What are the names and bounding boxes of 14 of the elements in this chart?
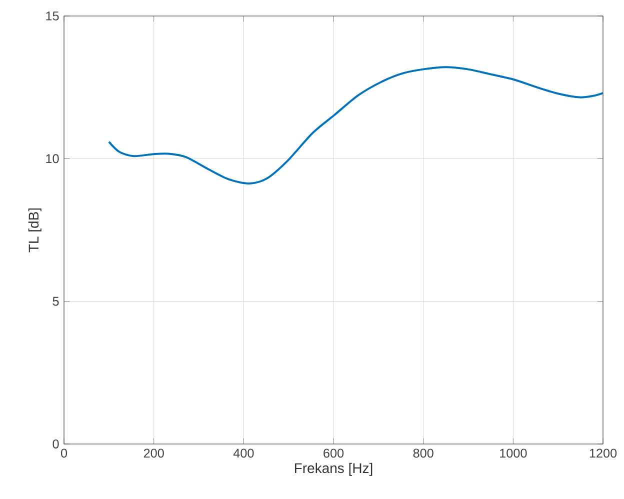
x-axis-title: Frekans [Hz] <box>294 462 372 476</box>
x-tick-label: 200 <box>144 448 164 458</box>
line-series <box>108 66 603 184</box>
y-axis-title: TL [dB] <box>28 208 42 252</box>
x-tick-label: 0 <box>60 448 68 458</box>
x-tick-label: 800 <box>413 448 434 458</box>
x-tick-label: 1200 <box>590 448 617 458</box>
y-tick-label: 0 <box>52 440 59 448</box>
x-tick-label: 400 <box>233 448 254 458</box>
x-tick-label: 1000 <box>500 448 527 458</box>
y-tick-label: 10 <box>46 154 59 164</box>
x-tick-label: 600 <box>324 448 344 458</box>
y-tick-label: 5 <box>52 296 59 306</box>
y-tick-label: 15 <box>46 12 59 20</box>
